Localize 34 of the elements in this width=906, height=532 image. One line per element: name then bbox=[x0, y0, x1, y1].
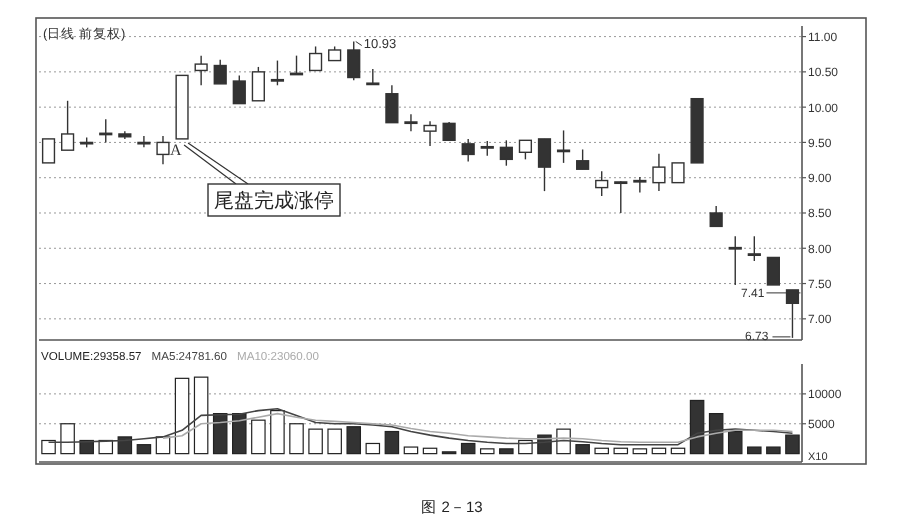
bar bbox=[727, 430, 743, 455]
annotation: A bbox=[170, 140, 183, 159]
bar bbox=[460, 442, 476, 455]
bar bbox=[270, 410, 285, 455]
bar bbox=[613, 447, 629, 455]
bar bbox=[117, 436, 133, 455]
bar bbox=[232, 413, 247, 455]
bar bbox=[403, 446, 419, 455]
line-series bbox=[47, 408, 794, 446]
bar bbox=[41, 439, 56, 455]
bar bbox=[193, 376, 209, 455]
bar bbox=[60, 423, 75, 455]
bar bbox=[289, 423, 304, 455]
bar bbox=[308, 428, 323, 455]
bar bbox=[689, 399, 705, 455]
bar bbox=[575, 444, 590, 455]
bar bbox=[327, 428, 342, 455]
bar bbox=[174, 377, 190, 455]
bar bbox=[346, 426, 362, 455]
bar bbox=[479, 448, 495, 455]
bar bbox=[365, 442, 381, 455]
bar bbox=[251, 419, 266, 455]
bar bbox=[747, 446, 762, 455]
bar bbox=[136, 444, 152, 455]
bar bbox=[766, 446, 781, 455]
bar bbox=[632, 448, 648, 455]
bar bbox=[594, 447, 609, 455]
line-series bbox=[162, 412, 794, 444]
bar bbox=[785, 434, 800, 455]
bar bbox=[384, 430, 400, 455]
bar bbox=[518, 439, 533, 455]
bar bbox=[499, 448, 514, 455]
bar bbox=[212, 413, 228, 455]
annotation: 尾盘完成涨停 bbox=[214, 189, 334, 213]
